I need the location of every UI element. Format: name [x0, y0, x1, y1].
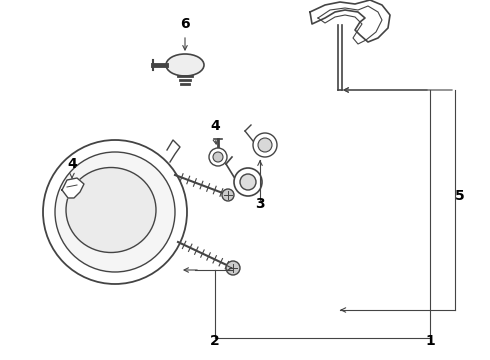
Circle shape: [43, 140, 187, 284]
Circle shape: [258, 138, 272, 152]
Text: 3: 3: [255, 197, 265, 211]
Polygon shape: [62, 178, 84, 198]
Circle shape: [222, 189, 234, 201]
Circle shape: [55, 152, 175, 272]
Ellipse shape: [66, 167, 156, 252]
Circle shape: [253, 133, 277, 157]
Text: 1: 1: [425, 334, 435, 348]
Text: 5: 5: [455, 189, 465, 203]
Ellipse shape: [166, 54, 204, 76]
Text: 4: 4: [210, 119, 220, 133]
Circle shape: [209, 148, 227, 166]
Text: 6: 6: [180, 17, 190, 31]
Text: 4: 4: [67, 157, 77, 171]
Circle shape: [213, 152, 223, 162]
Circle shape: [234, 168, 262, 196]
Circle shape: [226, 261, 240, 275]
Circle shape: [240, 174, 256, 190]
Text: 2: 2: [210, 334, 220, 348]
Polygon shape: [310, 0, 390, 42]
